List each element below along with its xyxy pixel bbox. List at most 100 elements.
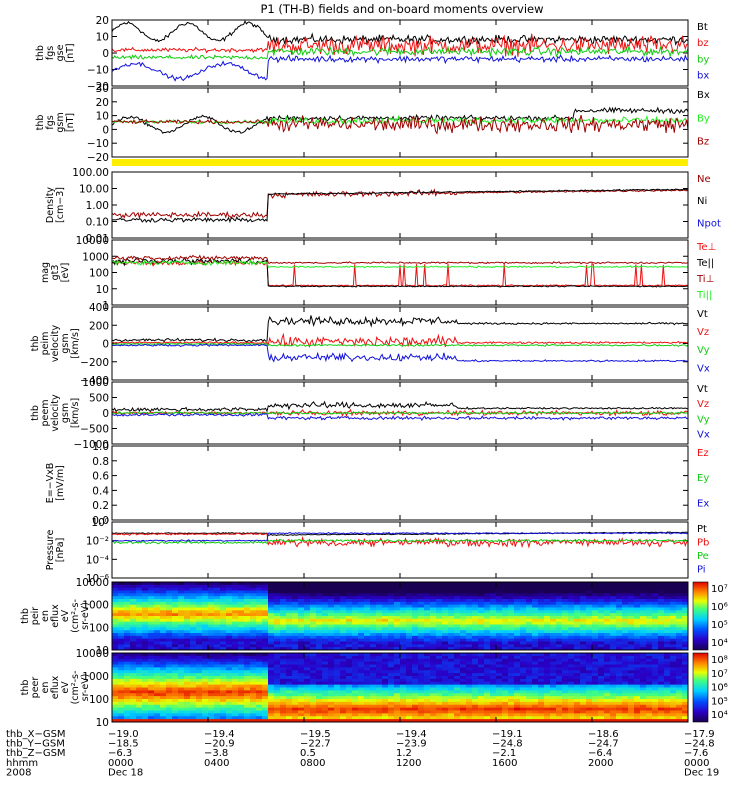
spectrogram-cell [118,633,125,637]
spectrogram-cell [418,641,425,645]
spectrogram-cell [646,719,653,722]
spectrogram-cell [124,678,131,683]
spectrogram-cell [292,707,299,711]
spectrogram-cell [232,599,239,603]
spectrogram-cell [424,601,431,606]
spectrogram-cell [652,613,659,617]
spectrogram-cell [352,664,359,668]
spectrogram-cell [394,681,401,686]
spectrogram-cell [622,635,629,640]
y-axis-label-line: thb [30,405,41,421]
spectrogram-cell [406,713,413,717]
spectrogram-cell [166,713,173,717]
spectrogram-cell [514,647,521,650]
spectrogram-cell [148,582,155,586]
spectrogram-cell [376,678,383,683]
spectrogram-cell [382,633,389,637]
spectrogram-cell [514,633,521,637]
spectrogram-cell [442,661,449,665]
spectrogram-cell [202,653,209,657]
spectrogram-cell [346,616,353,620]
spectrogram-cell [220,655,227,660]
spectrogram-cell [316,687,323,691]
spectrogram-cell [130,704,137,709]
spectrogram-cell [208,704,215,709]
spectrogram-cell [412,593,419,597]
spectrogram-cell [322,582,329,586]
spectrogram-cell [172,655,179,660]
spectrogram-cell [628,693,635,697]
spectrogram-cell [418,710,425,714]
spectrogram-cell [544,621,551,625]
spectrogram-cell [226,630,233,634]
spectrogram-cell [658,719,665,722]
spectrogram-cell [262,658,269,663]
spectrogram-cell [670,618,677,623]
spectrogram-cell [640,618,647,623]
spectrogram-cell [178,658,185,663]
spectrogram-cell [160,641,167,645]
spectrogram-cell [208,607,215,611]
spectrogram-cell [118,599,125,603]
spectrogram-cell [208,701,215,706]
spectrogram-cell [274,596,281,600]
spectrogram-cell [508,687,515,691]
spectrogram-cell [664,647,671,650]
spectrogram-cell [400,690,407,694]
spectrogram-cell [148,678,155,683]
spectrogram-cell [466,661,473,665]
spectrogram-cell [196,699,203,703]
spectrogram-cell [358,582,365,586]
spectrogram-cell [580,701,587,706]
spectrogram-cell [118,693,125,697]
spectrogram-cell [652,653,659,657]
spectrogram-cell [118,690,125,694]
spectrogram-cell [376,667,383,671]
y-tick-label: 30 [96,83,109,95]
spectrogram-cell [334,582,341,586]
spectrogram-cell [424,599,431,603]
spectrogram-cell [202,584,209,589]
spectrogram-cell [232,624,239,628]
spectrogram-cell [652,618,659,623]
spectrogram-cell [142,658,149,663]
spectrogram-cell [274,704,281,709]
spectrogram-cell [118,696,125,700]
spectrogram-cell [568,704,575,709]
spectrogram-cell [364,582,371,586]
spectrogram-cell [142,621,149,625]
spectrogram-cell [646,607,653,611]
spectrogram-cell [262,719,269,722]
spectrogram-cell [466,704,473,709]
spectrogram-cell [382,653,389,657]
spectrogram-cell [376,673,383,677]
spectrogram-cell [352,699,359,703]
spectrogram-cell [310,635,317,640]
spectrogram-cell [244,647,251,650]
spectrogram-cell [484,641,491,645]
spectrogram-cell [508,707,515,711]
spectrogram-cell [166,630,173,634]
spectrogram-cell [574,616,581,620]
spectrogram-cell [292,599,299,603]
spectrogram-cell [190,653,197,657]
spectrogram-cell [358,667,365,671]
spectrogram-cell [406,587,413,591]
spectrogram-cell [412,607,419,611]
spectrogram-cell [358,713,365,717]
spectrogram-cell [124,653,131,657]
spectrogram-cell [292,704,299,709]
spectrogram-cell [196,582,203,586]
y-tick-label: 0.10 [86,217,109,229]
spectrogram-cell [304,676,311,680]
spectrogram-cell [556,713,563,717]
spectrogram-cell [244,641,251,645]
spectrogram-cell [622,667,629,671]
spectrogram-cell [580,599,587,603]
spectrogram-cell [364,681,371,686]
spectrogram-cell [232,684,239,688]
colorbar [692,581,709,651]
spectrogram-cell [652,719,659,722]
spectrogram-cell [160,618,167,623]
spectrogram-cell [628,638,635,642]
